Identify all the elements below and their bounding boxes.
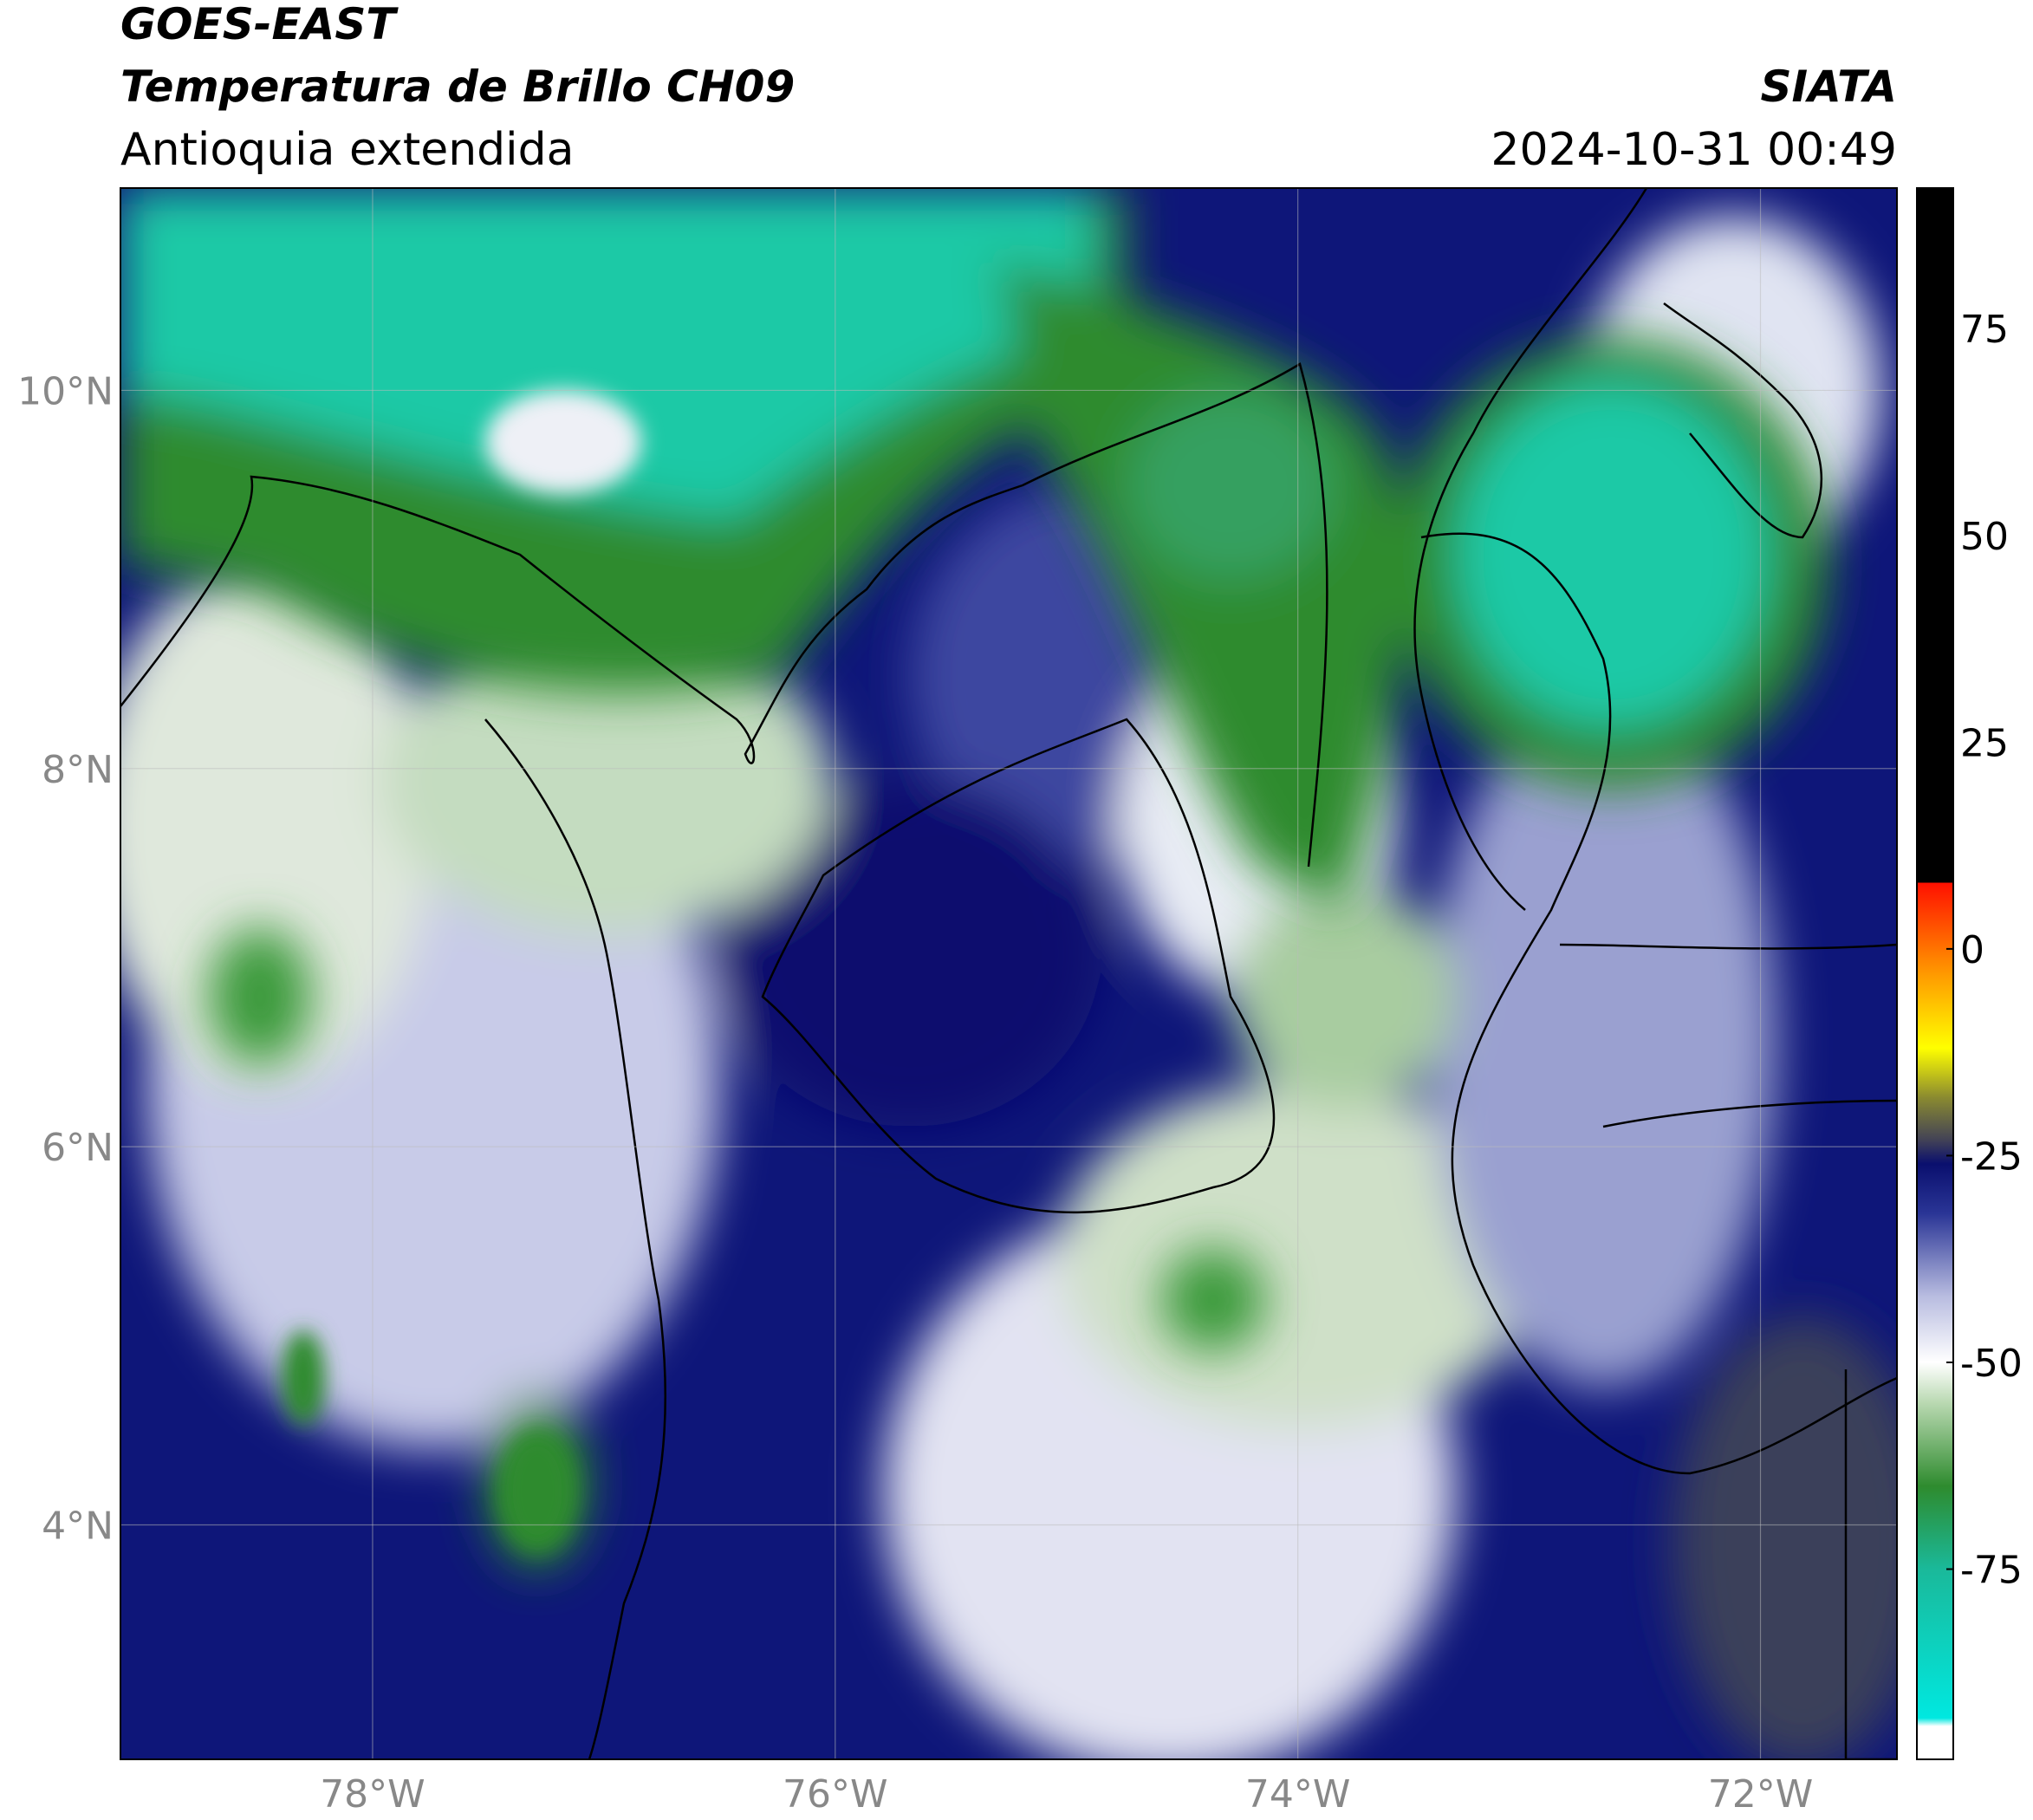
colorbar-tick-label: 50 [1960, 515, 2009, 559]
region: Antioquia extendida [120, 124, 575, 176]
colorbar-tick-label: -50 [1960, 1342, 2023, 1386]
subtitle: Temperatura de Brillo CH09 [120, 62, 795, 112]
datetime: 2024-10-31 00:49 [1491, 124, 1897, 176]
colorbar-tick-label: 0 [1960, 928, 1984, 972]
y-tick-label: 8°N [42, 748, 114, 792]
colorbar-tick-label: -75 [1960, 1549, 2023, 1593]
x-tick-label: 72°W [1708, 1772, 1814, 1817]
y-tick-label: 4°N [42, 1504, 114, 1548]
source: SIATA [1761, 62, 1897, 112]
x-tick-label: 78°W [320, 1772, 425, 1817]
y-tick-label: 10°N [17, 369, 114, 413]
map-frame [120, 187, 1898, 1760]
x-tick-label: 76°W [783, 1772, 888, 1817]
colorbar-tick-label: 75 [1960, 308, 2009, 352]
colorbar-tick-label: -25 [1960, 1134, 2023, 1179]
satellite-image [120, 188, 1897, 1759]
x-tick-label: 74°W [1245, 1772, 1351, 1817]
boundaries [120, 188, 1897, 1759]
title: GOES-EAST [120, 0, 399, 49]
colorbar-tick-label: 25 [1960, 721, 2009, 765]
colorbar [1916, 187, 1954, 1760]
y-tick-label: 6°N [42, 1126, 114, 1170]
